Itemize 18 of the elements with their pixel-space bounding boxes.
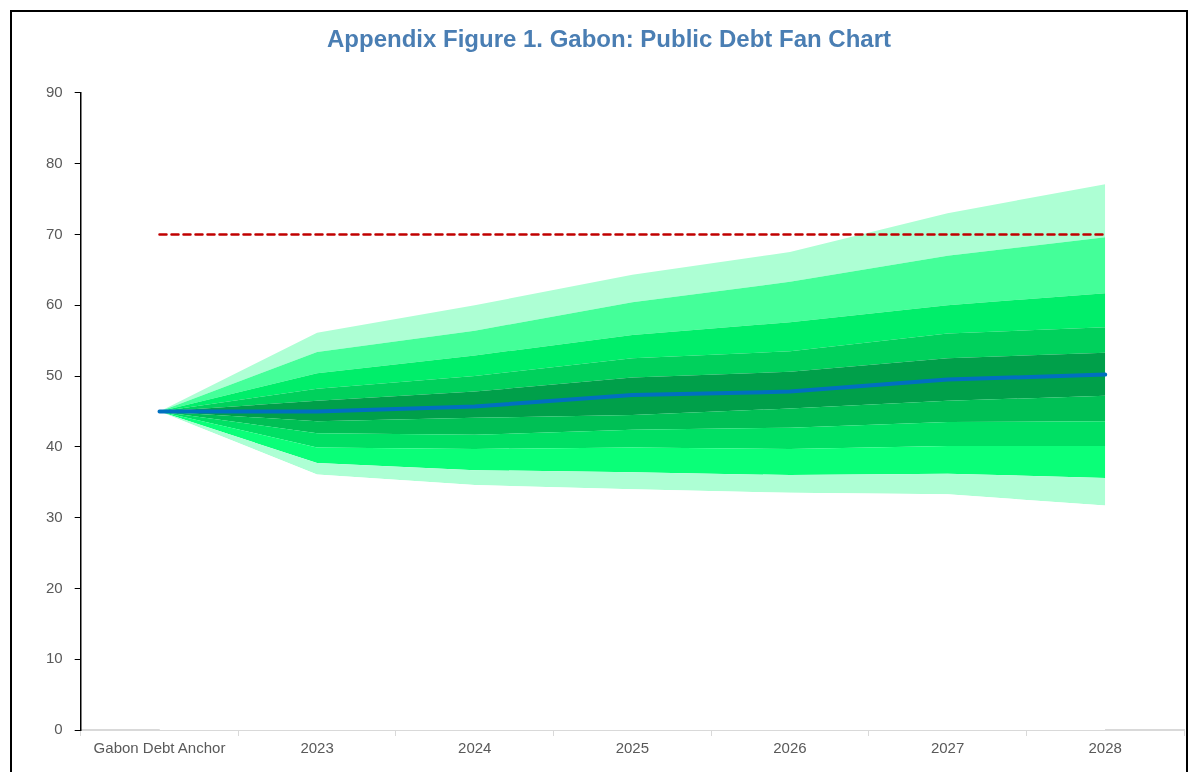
x-tick-label: 2027 [930,739,965,757]
y-tick-label: 50 [46,366,63,384]
y-tick-label: 70 [46,224,63,242]
y-tick-label: 40 [46,436,63,454]
x-tick-label: 2024 [458,739,492,757]
y-tick-label: 60 [46,295,63,313]
y-tick-label: 30 [46,507,63,525]
chart-title: Appendix Figure 1. Gabon: Public Debt Fan Chart [326,25,892,53]
y-tick-label: 0 [54,720,63,738]
x-tick-label: 2028 [1088,739,1122,757]
x-tick-label: 2026 [773,739,807,757]
y-tick-label: 10 [46,649,63,667]
y-tick-label: 90 [46,82,63,100]
x-tick-label: Gabon Debt Anchor [93,739,226,757]
y-tick-label: 80 [46,153,63,171]
y-tick-label: 20 [46,578,63,596]
x-tick-label: 2025 [615,739,650,757]
x-tick-label: 2023 [300,739,334,757]
